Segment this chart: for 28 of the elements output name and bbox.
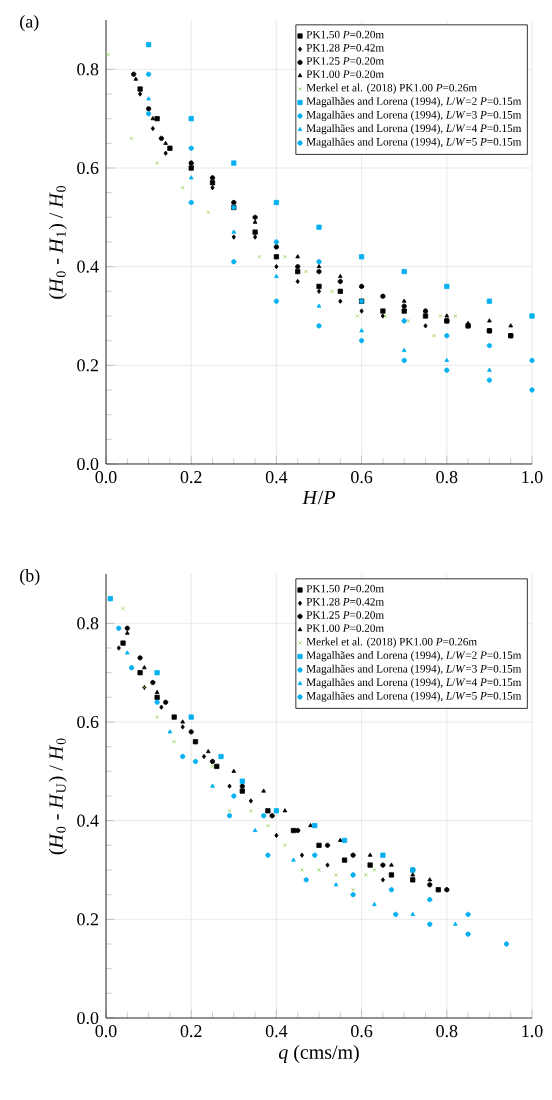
y-tick-label: 0.6 — [77, 715, 99, 729]
x-tick-label: 0.2 — [180, 471, 202, 484]
x-tick-label: 0.0 — [95, 1025, 117, 1038]
text: (H$_{0}$ - H$_{1}$) / H$_{0}$ — [48, 185, 67, 299]
y-tick-label: 0.0 — [77, 1011, 99, 1025]
y-tick-label: 0.6 — [77, 161, 99, 175]
x-tick-label: 1.0 — [522, 471, 543, 484]
y-tick-label: 0.0 — [77, 457, 99, 471]
x-tick-label: 0.8 — [436, 471, 458, 484]
x-tick-label: 0.6 — [351, 1025, 373, 1038]
y-tick-label: 0.8 — [77, 63, 99, 76]
y-tick-label: 0.4 — [77, 814, 99, 827]
chart-title: (a) — [20, 15, 39, 32]
x-axis-title: H/P — [302, 490, 336, 505]
x-tick-label: 0.4 — [265, 1025, 288, 1038]
y-tick-label: 0.4 — [77, 260, 99, 273]
x-tick-label: 0.0 — [95, 471, 117, 484]
chart-title: (b) — [20, 569, 40, 586]
x-tick-label: 0.2 — [180, 1025, 202, 1038]
x-tick-label: 0.8 — [436, 1025, 458, 1038]
y-tick-label: 0.2 — [77, 913, 98, 926]
x-tick-label: 0.4 — [265, 471, 288, 484]
x-axis-title: q (cms/m) — [278, 1044, 359, 1063]
text: (H$_{0}$ - H$_{U}$) / H$_{0}$ — [48, 738, 67, 855]
y-tick-label: 0.2 — [77, 359, 98, 372]
y-tick-label: 0.8 — [77, 617, 99, 630]
x-tick-label: 1.0 — [522, 1025, 543, 1038]
x-tick-label: 0.6 — [351, 471, 373, 484]
